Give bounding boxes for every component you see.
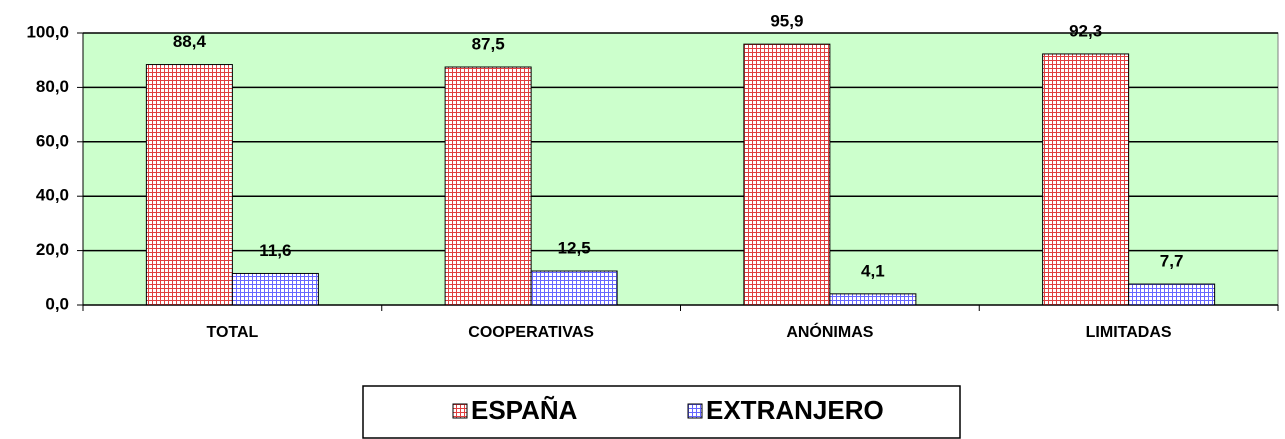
legend-swatch <box>687 403 703 419</box>
bar <box>743 43 831 306</box>
x-tick-label: COOPERATIVAS <box>468 324 594 341</box>
legend: ESPAÑA EXTRANJERO <box>362 385 961 439</box>
legend-label: ESPAÑA <box>471 395 578 425</box>
bar <box>145 64 233 306</box>
x-tick-label: TOTAL <box>206 324 258 341</box>
y-tick-label: 0,0 <box>45 294 69 313</box>
bar <box>231 272 319 306</box>
data-label: 88,4 <box>173 32 207 51</box>
bar <box>530 270 618 306</box>
x-tick-label: LIMITADAS <box>1086 324 1172 341</box>
bar <box>829 293 917 306</box>
bar <box>1042 53 1130 306</box>
data-label: 7,7 <box>1160 252 1184 271</box>
y-tick-label: 40,0 <box>36 186 69 205</box>
legend-swatch <box>452 403 468 419</box>
data-label: 12,5 <box>558 238 591 257</box>
x-tick-label: ANÓNIMAS <box>786 322 873 341</box>
y-tick-label: 80,0 <box>36 77 69 96</box>
bar <box>444 66 532 306</box>
data-label: 11,6 <box>259 241 291 260</box>
y-tick-label: 100,0 <box>26 22 69 41</box>
data-label: 92,3 <box>1069 21 1102 40</box>
data-label: 87,5 <box>472 34 505 53</box>
bar <box>1128 283 1216 306</box>
legend-label: EXTRANJERO <box>706 395 884 425</box>
data-label: 95,9 <box>770 12 803 31</box>
y-tick-label: 20,0 <box>36 240 69 259</box>
y-tick-label: 60,0 <box>36 131 69 150</box>
data-label: 4,1 <box>861 261 885 280</box>
